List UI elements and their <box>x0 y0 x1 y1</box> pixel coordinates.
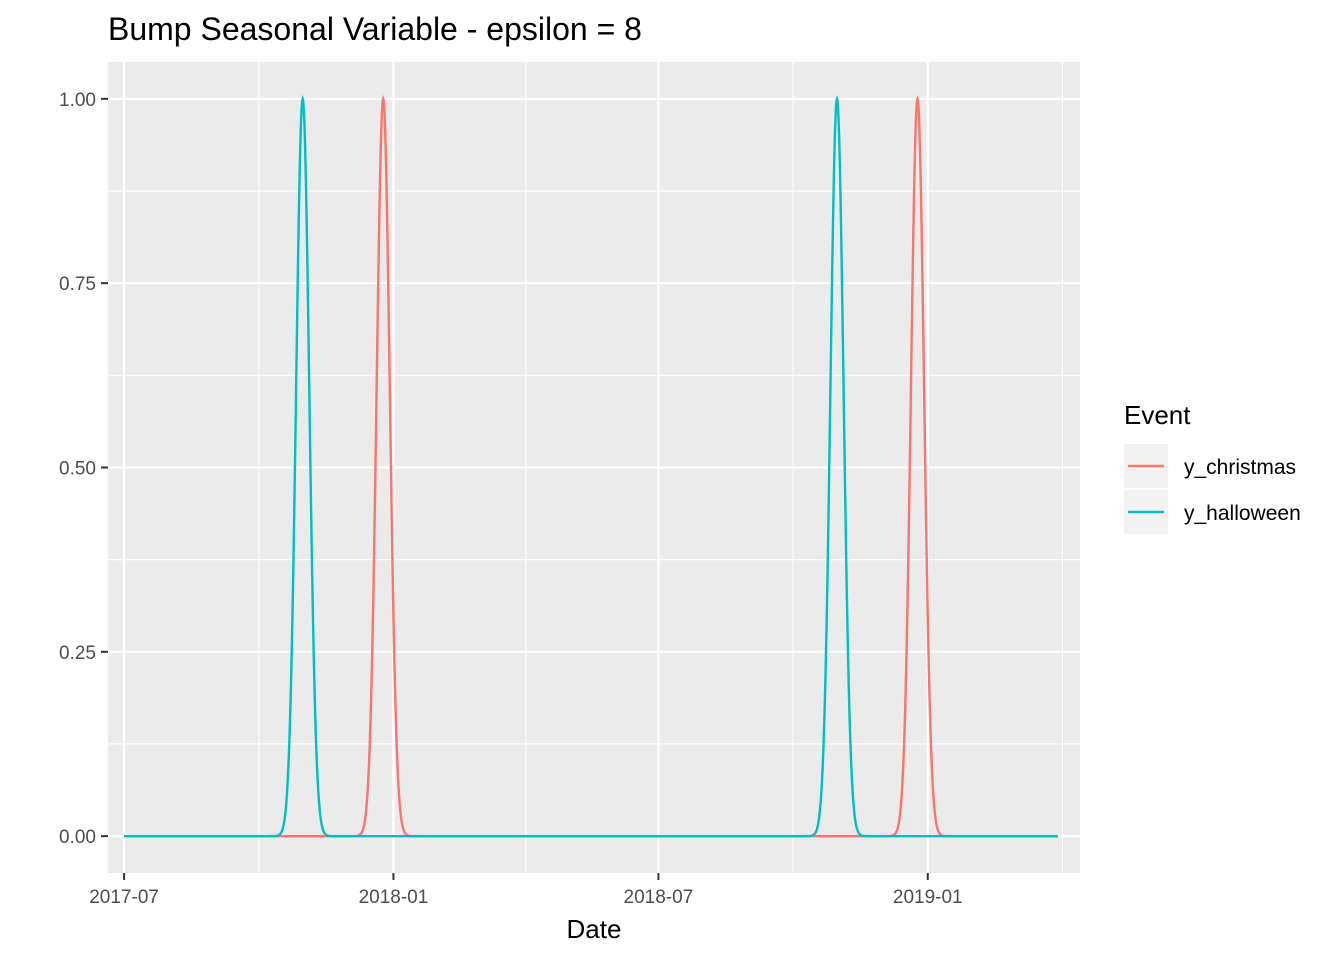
y-axis: 0.00 0.25 0.50 0.75 1.00 <box>59 90 108 848</box>
x-tick-label: 2019-01 <box>893 887 963 908</box>
legend-items: y_christmas y_halloween <box>1124 444 1301 534</box>
series-lines <box>124 94 1059 838</box>
series-line-y-halloween <box>124 94 1059 838</box>
x-tick-label: 2018-07 <box>624 887 694 908</box>
x-axis: 2017-07 2018-01 2018-07 2019-01 <box>89 873 963 908</box>
legend-label: y_halloween <box>1184 502 1301 525</box>
legend: Event y_christmas y_halloween <box>1124 400 1301 534</box>
chart-title: Bump Seasonal Variable - epsilon = 8 <box>108 11 642 47</box>
y-tick-label: 0.25 <box>59 643 96 664</box>
legend-title: Event <box>1124 400 1191 430</box>
x-axis-title: Date <box>567 914 622 944</box>
y-tick-label: 0.00 <box>59 827 96 848</box>
y-tick-label: 1.00 <box>59 90 96 111</box>
legend-label: y_christmas <box>1184 456 1296 479</box>
y-tick-label: 0.75 <box>59 274 96 295</box>
x-tick-label: 2018-01 <box>359 887 429 908</box>
x-tick-label: 2017-07 <box>89 887 159 908</box>
y-tick-label: 0.50 <box>59 459 96 480</box>
